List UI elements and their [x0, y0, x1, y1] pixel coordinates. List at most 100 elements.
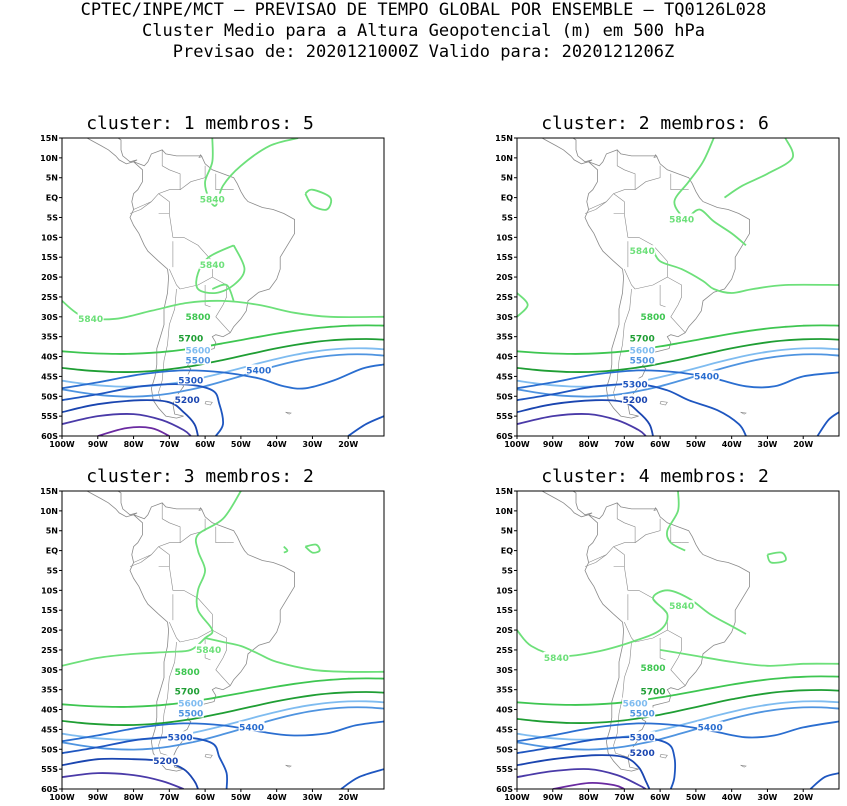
- map-frame: [61, 137, 385, 437]
- lat-tick-label: 5N: [501, 174, 513, 183]
- country-border: [670, 173, 682, 190]
- contour-label-bg: [629, 245, 656, 256]
- contour-label-bg: [668, 600, 695, 611]
- lat-tick-label: 50S: [41, 392, 58, 401]
- figure-header: CPTEC/INPE/MCT – PREVISAO DE TEMPO GLOBA…: [0, 0, 847, 63]
- lat-tick-label: 45S: [41, 372, 58, 381]
- contour-label: 5300: [623, 380, 648, 390]
- lon-tick-label: 80W: [124, 793, 144, 802]
- country-border: [140, 189, 181, 210]
- contour-label-bg: [238, 721, 265, 732]
- contour-label: 5200: [175, 396, 200, 406]
- island-outline: [653, 507, 658, 511]
- contour-label: 5400: [698, 723, 723, 733]
- contour-label: 5840: [669, 216, 694, 226]
- country-border: [670, 526, 682, 543]
- lon-tick-label: 60W: [195, 440, 215, 449]
- island-outline: [740, 411, 747, 415]
- contour-line-5100: [517, 768, 647, 789]
- contour-line-5840: [517, 292, 529, 318]
- contour-line-5000: [97, 426, 170, 436]
- header-line-1: CPTEC/INPE/MCT – PREVISAO DE TEMPO GLOBA…: [80, 0, 767, 20]
- contour-label-bg: [177, 697, 204, 708]
- island-outline: [204, 754, 213, 759]
- contour-label-bg: [629, 747, 656, 758]
- contour-line-5300: [517, 736, 676, 789]
- country-border: [133, 201, 152, 210]
- country-border: [204, 285, 211, 308]
- lat-tick-label: 60S: [41, 785, 58, 794]
- contour-line-5840: [304, 188, 333, 211]
- country-border: [133, 554, 152, 563]
- contour-label: 5500: [178, 710, 203, 720]
- contour-label: 5500: [630, 710, 655, 720]
- contour-line-5840: [766, 551, 787, 564]
- lat-tick-label: 35S: [41, 686, 58, 695]
- lat-tick-label: 25S: [496, 293, 513, 302]
- contour-label-bg: [668, 213, 695, 224]
- lat-tick-label: 15N: [40, 134, 58, 143]
- contour-label: 5600: [185, 347, 210, 357]
- contour-label: 5840: [196, 646, 221, 656]
- lon-tick-label: 40W: [267, 793, 287, 802]
- contour-label-bg: [622, 378, 649, 389]
- panel-title: cluster: 2 membros: 6: [541, 113, 769, 134]
- contour-line-5840: [204, 138, 299, 207]
- contour-line-5400: [62, 363, 384, 390]
- contour-line-5400: [517, 720, 839, 743]
- coastline-south-america: [129, 149, 295, 419]
- lon-tick-label: 60W: [650, 440, 670, 449]
- lon-tick-label: 60W: [195, 793, 215, 802]
- lat-tick-label: 10S: [41, 586, 58, 595]
- lon-tick-label: 100W: [504, 440, 530, 449]
- contour-line-5840: [283, 545, 289, 554]
- contour-label: 5500: [185, 357, 210, 367]
- contour-line-5100: [62, 772, 184, 789]
- contour-label-bg: [640, 661, 666, 672]
- lat-tick-label: 20S: [41, 626, 58, 635]
- contour-line-5800: [517, 675, 839, 706]
- country-border: [180, 629, 213, 643]
- contour-line-5300: [809, 772, 839, 789]
- contour-label-bg: [622, 697, 649, 708]
- lat-tick-label: 5N: [46, 174, 58, 183]
- contour-label: 5840: [200, 261, 225, 271]
- lon-tick-label: 70W: [159, 440, 179, 449]
- lat-tick-label: 15S: [41, 253, 58, 262]
- contour-label: 5300: [168, 733, 193, 743]
- lat-tick-label: 50S: [496, 392, 513, 401]
- country-border: [584, 209, 596, 214]
- lon-tick-label: 20W: [793, 793, 813, 802]
- lat-tick-label: 5S: [502, 214, 514, 223]
- island-outline: [198, 507, 203, 511]
- contour-label-bg: [629, 731, 656, 742]
- contour-line-5300: [816, 411, 839, 436]
- contour-line-5300: [347, 415, 384, 436]
- contour-line-5800: [62, 677, 384, 708]
- country-border: [129, 562, 141, 567]
- lon-tick-label: 40W: [722, 793, 742, 802]
- contour-label: 5300: [630, 733, 655, 743]
- contour-label-bg: [543, 651, 570, 662]
- contour-label-bg: [640, 685, 666, 696]
- lat-tick-label: 15N: [495, 134, 513, 143]
- contour-label: 5700: [178, 335, 203, 345]
- contour-label: 5500: [630, 357, 655, 367]
- country-border: [161, 149, 181, 190]
- lon-tick-label: 90W: [543, 793, 563, 802]
- lat-tick-label: EQ: [501, 194, 513, 203]
- contour-line-5700: [517, 338, 839, 373]
- map-panel-cluster-1: cluster: 1 membros: 5 5840 5840 5840 5800 57…: [20, 113, 385, 453]
- lon-tick-label: 40W: [267, 440, 287, 449]
- country-border: [613, 546, 625, 567]
- lat-tick-label: 5N: [501, 527, 513, 536]
- contour-label: 5840: [669, 602, 694, 612]
- contour-label: 5200: [630, 749, 655, 759]
- contour-line-5200: [517, 754, 651, 789]
- country-border: [158, 641, 177, 758]
- contour-line-5500: [62, 353, 384, 398]
- lat-tick-label: 10N: [495, 154, 513, 163]
